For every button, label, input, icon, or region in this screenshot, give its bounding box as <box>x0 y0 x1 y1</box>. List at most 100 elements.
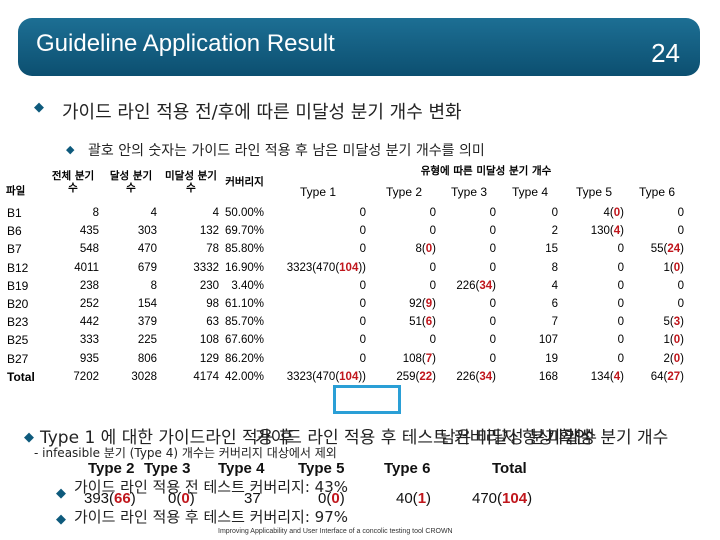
cell-remaining: 104 <box>339 261 359 274</box>
cell-type2: 92(9) <box>369 295 439 313</box>
cell-remaining: 0 <box>673 352 681 365</box>
cell-close-paren: ) <box>432 298 437 311</box>
cell-type6: 55(24) <box>627 240 687 258</box>
summary-value-main: 0( <box>318 490 332 507</box>
cell-coverage: 50.00% <box>225 207 265 220</box>
diamond-bullet-icon: ◆ <box>66 143 75 156</box>
cell-value: 7 <box>551 316 559 329</box>
cell-value: 0 <box>359 225 367 238</box>
cell-remaining: 6 <box>425 316 433 329</box>
col-type5: Type 5 <box>576 185 613 200</box>
cell-close-paren: ) <box>432 352 437 365</box>
branch-table: 파일 전체 분기 수 달성 분기 수 미달성 분기 수 커버리지 유형에 따른 … <box>4 162 687 386</box>
cell-close-paren: ) <box>620 225 625 238</box>
cell-total: 4011 <box>74 261 99 274</box>
diamond-bullet-icon: ◆ <box>56 512 66 527</box>
coverage-before: 가이드 라인 적용 전 테스트 커버리지: 43% <box>74 478 349 496</box>
summary-value-remaining: 66 <box>114 490 131 507</box>
cell-achieved: 4 <box>150 207 157 220</box>
cell-type5: 0 <box>561 259 627 277</box>
diamond-bullet-icon: ◆ <box>24 430 34 445</box>
cell-type4: 0 <box>499 204 561 222</box>
cell-value: 0 <box>617 279 625 292</box>
diamond-bullet-icon: ◆ <box>56 486 66 501</box>
summary-value-close: ) <box>189 490 195 507</box>
summary-value-close: ) <box>339 490 345 507</box>
cell-close-paren: )) <box>358 370 367 383</box>
cell-value: 0 <box>429 334 437 347</box>
summary-value-close: ) <box>527 490 533 507</box>
summary-value: 0(0) <box>318 490 345 507</box>
cell-type3: 226(34) <box>439 277 499 295</box>
cell-coverage: 85.70% <box>225 316 265 329</box>
cell-file: B6 <box>7 224 22 239</box>
cell-unachieved: 78 <box>206 243 219 256</box>
cell-value: 134( <box>590 370 614 383</box>
cell-value: 108( <box>402 352 426 365</box>
cell-file: B23 <box>7 315 29 330</box>
summary-header: Type 2 <box>88 460 135 477</box>
cell-value: 0 <box>359 279 367 292</box>
cell-value: 130( <box>590 225 614 238</box>
cell-type2: 0 <box>369 204 439 222</box>
cell-close-paren: ) <box>620 370 625 383</box>
summary-value: 393(66) <box>84 490 136 507</box>
col-unachieved: 미달성 분기 수 <box>165 170 217 194</box>
cell-value: 0 <box>489 207 497 220</box>
cell-type3: 0 <box>439 240 499 258</box>
cell-close-paren: ) <box>432 316 437 329</box>
cell-value: 0 <box>489 243 497 256</box>
cell-value: 0 <box>617 298 625 311</box>
cell-type5: 0 <box>561 331 627 349</box>
col-achieved: 달성 분기 수 <box>109 170 153 194</box>
overlay-note: - infeasible 분기 (Type 4) 개수는 커버리지 대상에서 제… <box>34 446 337 460</box>
cell-value: 4( <box>603 207 614 220</box>
cell-type5: 0 <box>561 350 627 368</box>
cell-type3: 0 <box>439 313 499 331</box>
cell-value: 0 <box>489 316 497 329</box>
cell-type6: 0 <box>627 204 687 222</box>
cell-total: 435 <box>79 225 99 238</box>
table-row: B12 4011 679 3332 16.90% 3323(470(104)) 0 0 8 0 1(… <box>4 259 687 277</box>
cell-value: 0 <box>617 334 625 347</box>
cell-unachieved: 108 <box>199 334 219 347</box>
cell-type3: 0 <box>439 204 499 222</box>
cell-type1: 0 <box>267 295 369 313</box>
cell-achieved: 154 <box>137 298 157 311</box>
cell-close-paren: )) <box>358 261 367 274</box>
cell-value: 107 <box>538 334 559 347</box>
cell-total: 935 <box>79 352 99 365</box>
cell-type4: 7 <box>499 313 561 331</box>
summary-value: 470(104) <box>472 490 532 507</box>
col-file: 파일 <box>6 185 26 198</box>
cell-type4: 6 <box>499 295 561 313</box>
overlay-text-3: 남은 미달성 분기 개수 <box>440 428 597 448</box>
cell-type6: 0 <box>627 295 687 313</box>
cell-value: 3323(470( <box>286 261 340 274</box>
cell-type1: 0 <box>267 222 369 240</box>
summary-value-remaining: 1 <box>417 490 427 507</box>
table-row: B27 935 806 129 86.20% 0 108(7) 0 19 0 2(0) <box>4 350 687 368</box>
cell-type2: 0 <box>369 222 439 240</box>
cell-total: 238 <box>79 279 99 292</box>
table-body: B1 8 4 4 50.00% 0 0 0 0 4(0) 0 B6 435 303 132 69.70% 0 0 0… <box>4 204 687 386</box>
cell-achieved: 225 <box>137 334 157 347</box>
cell-type3: 0 <box>439 350 499 368</box>
cell-type5: 4(0) <box>561 204 627 222</box>
coverage-after: 가이드 라인 적용 후 테스트 커버리지: 97% <box>74 508 349 526</box>
cell-value: 3323(470( <box>286 370 340 383</box>
cell-type2: 51(6) <box>369 313 439 331</box>
cell-value: 0 <box>617 316 625 329</box>
cell-type1: 3323(470(104)) <box>267 368 369 386</box>
cell-close-paren: ) <box>680 261 685 274</box>
col-type6: Type 6 <box>639 185 676 200</box>
cell-type6: 0 <box>627 222 687 240</box>
cell-value: 0 <box>429 207 437 220</box>
cell-remaining: 4 <box>613 225 621 238</box>
cell-value: 0 <box>359 298 367 311</box>
cell-value: 8 <box>551 261 559 274</box>
cell-value: 92( <box>409 298 426 311</box>
summary-value-main: 37 <box>244 490 261 507</box>
summary-value-close: ) <box>426 490 432 507</box>
table-row: B7 548 470 78 85.80% 0 8(0) 0 15 0 55(24) <box>4 240 687 258</box>
